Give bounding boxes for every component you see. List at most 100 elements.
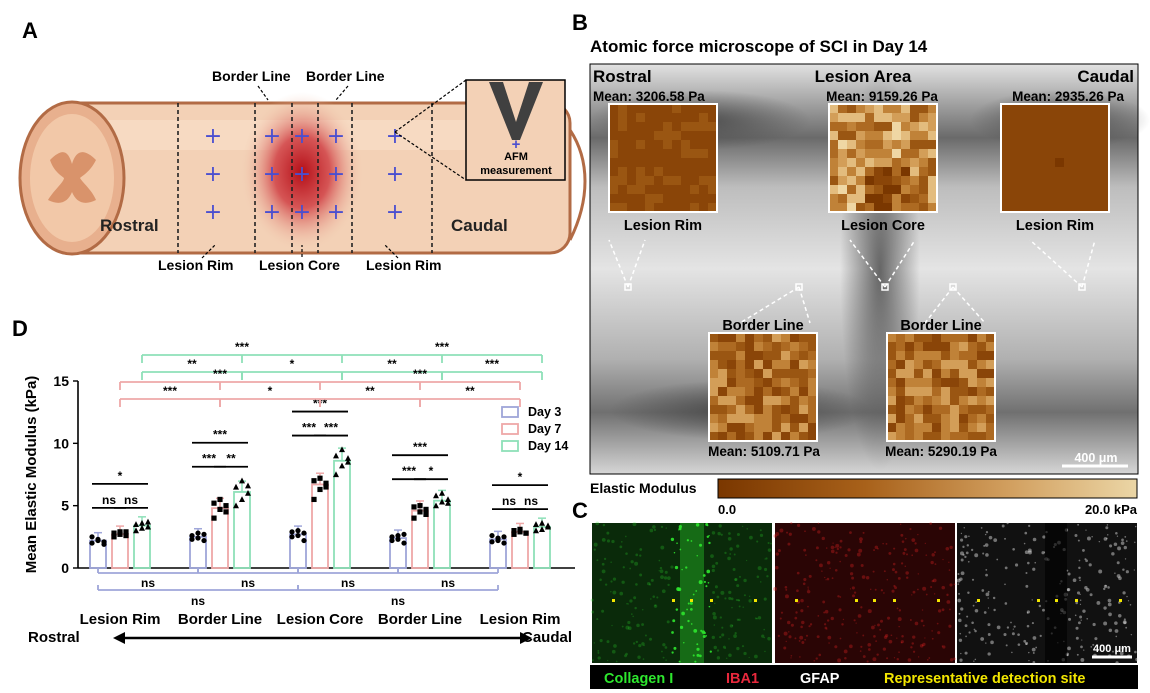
heatmap-cell <box>950 333 960 343</box>
fluorescence-speck <box>1106 534 1109 536</box>
heatmap-cell <box>928 131 938 141</box>
bar <box>433 499 451 569</box>
fluorescence-speck <box>1005 644 1008 647</box>
fluorescence-speck <box>613 644 617 648</box>
fluorescence-speck <box>799 635 804 640</box>
fluorescence-speck <box>958 613 960 615</box>
heatmap-cell <box>950 423 960 433</box>
data-point <box>223 509 229 515</box>
heatmap-cell <box>986 369 996 379</box>
fluorescence-speck <box>1113 542 1118 547</box>
fluorescence-speck <box>661 589 666 594</box>
heatmap-cell <box>901 104 911 114</box>
fluorescence-speck <box>925 593 928 596</box>
heatmap-cell <box>887 378 897 388</box>
heatmap-cell <box>1055 185 1065 195</box>
heatmap-cell <box>627 203 637 213</box>
heatmap-cell <box>808 387 818 397</box>
heatmap-cell <box>892 185 902 195</box>
fluorescence-speck <box>741 645 745 648</box>
heatmap-cell <box>736 423 746 433</box>
fluorescence-speck <box>801 641 805 644</box>
fluorescence-speck <box>1086 536 1091 541</box>
detection-site-dot <box>873 599 876 602</box>
between-group-bracket-label: * <box>268 384 273 398</box>
heatmap-cell <box>874 122 884 132</box>
heatmap-cell <box>754 414 764 424</box>
fluorescence-speck <box>635 583 638 586</box>
heatmap-cell <box>1001 185 1011 195</box>
fluorescence-speck <box>1024 550 1029 555</box>
fluorescence-speck <box>931 579 935 583</box>
heatmap-cell <box>654 194 664 204</box>
data-point <box>217 506 223 513</box>
heatmap-cell <box>1082 122 1092 132</box>
heatmap-cell <box>901 167 911 177</box>
fluorescence-speck <box>788 532 792 536</box>
within-group-bracket-label: * <box>518 470 523 484</box>
heatmap-cell <box>699 167 709 177</box>
fluorescence-speck <box>1006 626 1010 629</box>
heatmap-cell <box>1028 158 1038 168</box>
fluorescence-speck <box>763 567 768 572</box>
fluorescence-speck <box>798 640 801 642</box>
heatmap-cell <box>986 423 996 433</box>
detection-site-connector <box>924 286 954 324</box>
fluorescence-speck <box>824 576 826 579</box>
fluorescence-speck <box>729 624 734 628</box>
fluorescence-speck <box>1079 603 1082 605</box>
fluorescence-speck <box>743 651 747 656</box>
fluorescence-speck <box>607 659 609 662</box>
fluorescence-speck <box>856 632 858 634</box>
fluorescence-speck <box>1126 595 1128 598</box>
heatmap-cell <box>1055 194 1065 204</box>
heatmap-cell <box>709 432 719 442</box>
heatmap-cell <box>874 104 884 114</box>
grey-matter <box>48 152 96 203</box>
border-line-left-pointer <box>257 85 269 101</box>
heatmap-cell <box>672 122 682 132</box>
fluorescence-speck <box>774 565 779 570</box>
x-category-label: Lesion Rim <box>480 611 561 628</box>
heatmap-cell <box>919 122 929 132</box>
heatmap-cell <box>772 396 782 406</box>
data-point <box>195 530 201 536</box>
fluorescence-speck <box>734 577 738 582</box>
fluorescence-speck <box>601 562 605 566</box>
fluorescence-speck <box>627 603 629 605</box>
fluorescence-speck <box>629 567 632 570</box>
detection-site-connector <box>739 286 800 324</box>
fluorescence-speck <box>702 634 706 638</box>
fluorescence-speck <box>660 545 665 550</box>
fluorescence-speck <box>896 637 898 639</box>
heatmap-cell <box>928 167 938 177</box>
fluorescence-speck <box>877 547 879 550</box>
fluorescence-speck <box>1107 598 1112 603</box>
heatmap-cell <box>681 131 691 141</box>
fluorescence-speck <box>693 628 698 633</box>
fluorescence-speck <box>634 561 639 566</box>
heatmap-cell <box>699 194 709 204</box>
fluorescence-speck <box>695 590 698 592</box>
heatmap-cell <box>1019 131 1029 141</box>
fluorescence-speck <box>959 551 964 556</box>
heatmap-cell <box>901 203 911 213</box>
heatmap-cell <box>1046 104 1056 114</box>
fluorescence-speck <box>1077 539 1080 542</box>
fluorescence-speck <box>800 625 803 629</box>
heatmap-cell <box>1064 113 1074 123</box>
fluorescence-speck <box>1135 657 1139 662</box>
fluorescence-speck <box>853 619 856 622</box>
heatmap-cell <box>790 423 800 433</box>
heatmap-cell <box>941 432 951 442</box>
heatmap-cell <box>977 333 987 343</box>
heatmap-cell <box>865 158 875 168</box>
heatmap-cell <box>838 140 848 150</box>
heatmap-cell <box>645 113 655 123</box>
heatmap-cell <box>627 185 637 195</box>
fluorescence-speck <box>674 565 679 570</box>
fluorescence-speck <box>698 580 703 585</box>
b-scale-bar-label: 400 μm <box>1074 451 1117 465</box>
heatmap-cell <box>959 333 969 343</box>
heatmap-cell <box>609 122 619 132</box>
